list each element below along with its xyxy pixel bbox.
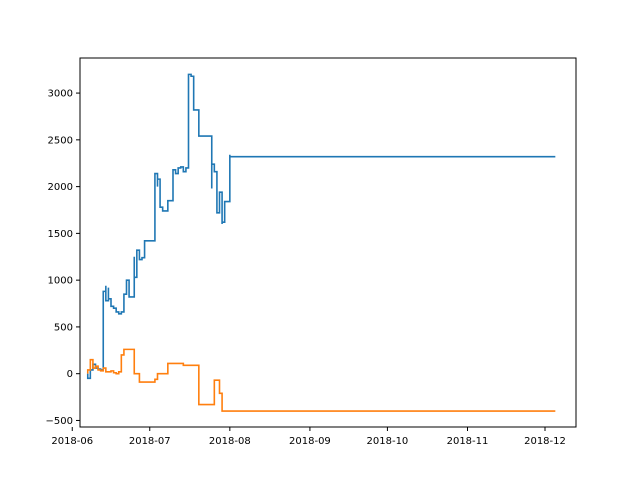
y-tick-label: 3000 [48,89,73,100]
y-tick-label: −500 [46,416,73,427]
y-tick-label: 2500 [48,135,73,146]
x-tick-label: 2018-12 [524,436,566,447]
y-tick-label: 0 [67,369,73,380]
series-line-2 [86,348,556,412]
y-tick-label: 1500 [48,229,73,240]
x-tick-label: 2018-07 [129,436,171,447]
x-tick-label: 2018-09 [289,436,331,447]
x-tick-label: 2018-10 [367,436,409,447]
y-tick-label: 1000 [48,276,73,287]
x-tick-label: 2018-11 [447,436,489,447]
axes-frame [79,57,577,428]
y-tick-label: 500 [54,322,73,333]
y-axis: −500 0 500 1000 1500 2000 2500 3000 [46,89,80,427]
y-tick-label: 2000 [48,182,73,193]
x-axis: 2018-06 2018-07 2018-08 2018-09 2018-10 2018-… [51,427,566,447]
series-line-1 [86,73,556,380]
x-tick-label: 2018-06 [51,436,93,447]
plot-area [86,73,556,412]
x-tick-label: 2018-08 [209,436,251,447]
